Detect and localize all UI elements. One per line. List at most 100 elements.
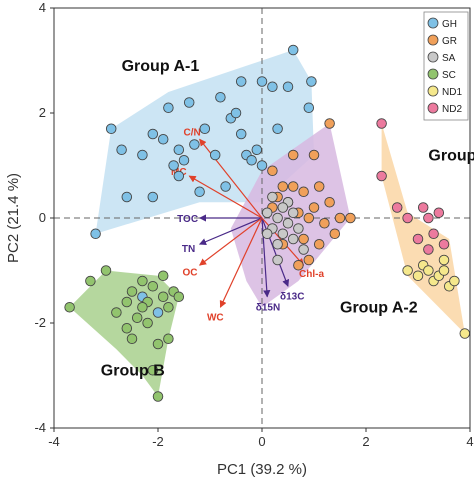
point-nd2 [417,202,429,213]
point-sa [267,191,278,203]
point-gh [306,76,317,87]
point-sa [272,254,283,266]
vector-label-chl-a: Chl-a [299,269,324,280]
group-label-group-b: Group B [101,363,165,380]
point-sa [272,238,283,250]
point-sc [163,302,174,313]
group-label-group-a-1: Group A-1 [122,58,200,75]
point-gr [287,149,299,161]
point-gh [235,128,247,140]
y-tick-label: -2 [34,315,46,330]
point-nd2 [438,238,450,250]
point-sc [147,365,159,376]
vector-wc [219,217,263,308]
point-gr [334,212,346,224]
point-nd2 [428,228,439,239]
point-gr [324,196,335,208]
point-gr [329,228,341,239]
point-gr [287,181,299,192]
point-gr [293,260,304,271]
point-nd2 [402,212,413,224]
legend-marker-sa [427,51,439,63]
point-gh [303,102,315,113]
legend-label-sa: SA [442,53,456,64]
x-axis-label: PC1 (39.2 %) [217,461,307,478]
point-sc [142,317,153,329]
point-gr [267,165,278,176]
legend-label-gh: GH [442,19,457,30]
x-tick-label: 0 [258,434,265,449]
vector-tn [198,217,263,246]
point-sa [261,228,273,239]
point-sc [137,275,148,287]
legend-label-nd2: ND2 [442,104,462,115]
group-label-group-c: Group C [428,147,474,164]
point-gh [90,228,101,239]
point-nd2 [423,212,434,224]
point-sa [261,207,273,218]
vector-c-n [199,138,263,219]
point-nd2 [433,207,445,218]
point-sc [121,323,133,334]
legend-label-sc: SC [442,70,456,81]
legend-marker-gh [427,17,439,29]
point-gh [183,97,195,108]
group-label-group-a-2: Group A-2 [340,300,418,317]
point-sa [277,202,289,213]
y-tick-label: 2 [39,105,46,120]
point-sa [282,217,294,229]
vector-label-toc: TOC [177,214,198,225]
point-gh [251,144,263,155]
point-gh [194,186,205,197]
point-gh [246,154,257,166]
y-tick-label: 0 [39,210,46,225]
point-nd1 [402,265,413,276]
point-nd1 [438,254,450,266]
point-nd2 [391,202,403,213]
vector-label-tn: TN [182,244,195,255]
point-gh [147,191,159,203]
vector-oc [199,217,263,266]
point-gh [168,160,179,171]
point-nd1 [438,265,450,276]
point-sc [111,307,122,318]
legend-box [423,11,469,121]
point-gh [282,81,294,92]
point-gh [287,44,299,56]
point-nd1 [423,265,434,276]
point-gr [303,254,315,266]
point-sc [85,275,96,287]
point-gh [157,133,169,145]
axis-ticks: -4 -2 0 2 4 4 2 0 -2 -4 [34,0,473,449]
point-sc [157,291,169,303]
vector-label-15n: δ15N [256,303,280,314]
point-sc [173,291,185,303]
point-gr [298,186,309,197]
point-nd1 [412,270,424,282]
data-points [64,44,471,402]
point-gr [308,202,320,213]
point-sa [287,207,299,218]
vector-label-c-n: C/N [184,127,201,138]
point-gh [235,76,247,87]
vector-label-oc: OC [183,267,198,278]
point-sc [157,270,169,282]
point-gh [178,154,190,166]
group-labels: Group A-1 Group A-2 Group B Group C [101,58,474,380]
legend-label-gr: GR [442,36,457,47]
y-tick-label: -4 [34,420,46,435]
point-sc [126,333,138,345]
point-gh [116,144,127,155]
point-gh [105,123,117,134]
point-gh [137,149,148,161]
x-tick-label: 2 [362,434,369,449]
point-gh [199,123,211,134]
vector-label-wc: WC [207,312,224,323]
point-gr [308,149,320,161]
point-gh [189,139,200,150]
point-nd2 [376,170,387,182]
vector-mc [188,175,263,219]
point-nd1 [449,275,460,287]
y-axis-label: PC2 (21.4 %) [5,173,22,263]
point-sc [152,391,164,402]
